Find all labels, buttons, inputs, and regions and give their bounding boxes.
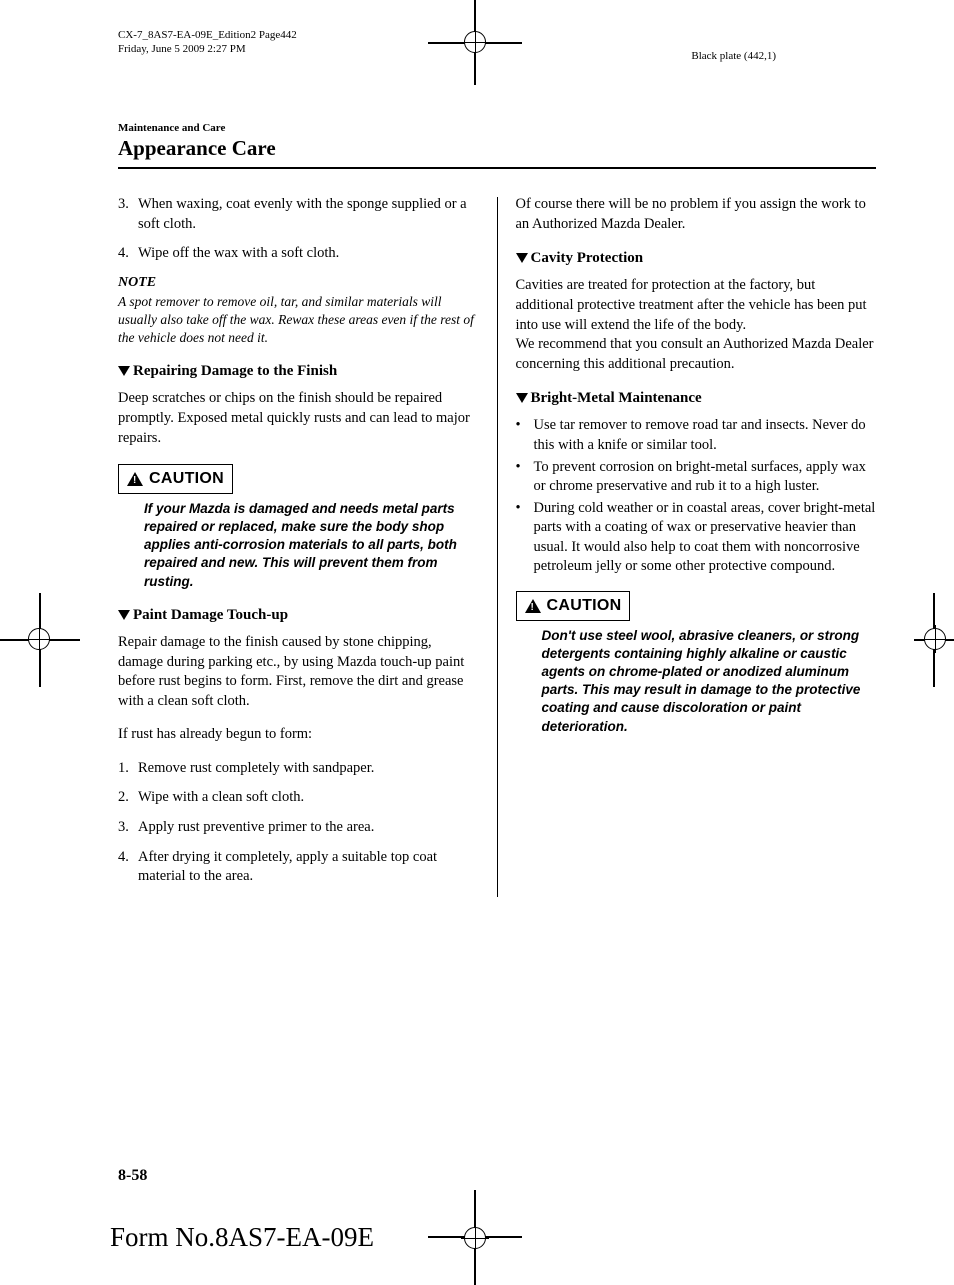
paragraph: Repair damage to the finish caused by st… [118, 633, 479, 711]
list-text: Wipe with a clean soft cloth. [138, 788, 479, 808]
list-text: When waxing, coat evenly with the sponge… [138, 195, 479, 234]
registration-mark-right [924, 628, 946, 650]
page-frame: Maintenance and Care Appearance Care 3. … [80, 74, 914, 1207]
triangle-bullet-icon [516, 393, 528, 403]
subheading-text: Bright-Metal Maintenance [531, 388, 702, 408]
subheading-text: Paint Damage Touch-up [133, 605, 288, 625]
subheading-text: Cavity Protection [531, 248, 644, 268]
warning-icon [127, 472, 143, 486]
subheading-touchup: Paint Damage Touch-up [118, 605, 479, 625]
registration-mark-left [28, 628, 50, 650]
paragraph: If rust has already begun to form: [118, 725, 479, 745]
paragraph: Deep scratches or chips on the finish sh… [118, 389, 479, 448]
right-column: Of course there will be no problem if yo… [498, 195, 877, 897]
paragraph: Cavities are treated for protection at t… [516, 276, 877, 335]
left-column: 3. When waxing, coat evenly with the spo… [118, 195, 497, 897]
bullet: • [516, 458, 534, 497]
bullet-text: To prevent corrosion on bright-metal sur… [534, 458, 877, 497]
list-text: Wipe off the wax with a soft cloth. [138, 244, 479, 264]
subheading-cavity: Cavity Protection [516, 248, 877, 268]
list-number: 4. [118, 244, 138, 264]
list-number: 2. [118, 788, 138, 808]
section-category: Maintenance and Care [118, 122, 876, 134]
print-meta: CX-7_8AS7-EA-09E_Edition2 Page442 Friday… [118, 28, 297, 57]
triangle-bullet-icon [118, 610, 130, 620]
form-number: Form No.8AS7-EA-09E [110, 1222, 374, 1253]
note-label: NOTE [118, 274, 479, 293]
bullet-text: During cold weather or in coastal areas,… [534, 499, 877, 577]
list-text: Remove rust completely with sandpaper. [138, 759, 479, 779]
bullet-text: Use tar remover to remove road tar and i… [534, 416, 877, 455]
bullet: • [516, 499, 534, 577]
page-number: 8-58 [118, 1167, 147, 1185]
caution-text: Don't use steel wool, abrasive cleaners,… [516, 627, 877, 736]
list-text: Apply rust preventive primer to the area… [138, 818, 479, 838]
caution-box: CAUTION [516, 591, 631, 621]
warning-icon [525, 599, 541, 613]
caution-box: CAUTION [118, 464, 233, 494]
content-columns: 3. When waxing, coat evenly with the spo… [118, 195, 876, 897]
paragraph: Of course there will be no problem if yo… [516, 195, 877, 234]
list-number: 1. [118, 759, 138, 779]
subheading-repairing: Repairing Damage to the Finish [118, 361, 479, 381]
caution-label: CAUTION [149, 468, 224, 490]
section-title: Appearance Care [118, 136, 876, 161]
list-number: 3. [118, 195, 138, 234]
section-header: Maintenance and Care Appearance Care [118, 122, 876, 169]
registration-mark-top [464, 31, 486, 53]
list-number: 4. [118, 848, 138, 887]
caution-label: CAUTION [547, 595, 622, 617]
bullet: • [516, 416, 534, 455]
list-number: 3. [118, 818, 138, 838]
subheading-text: Repairing Damage to the Finish [133, 361, 337, 381]
doc-date-line: Friday, June 5 2009 2:27 PM [118, 42, 297, 56]
paragraph: We recommend that you consult an Authori… [516, 335, 877, 374]
plate-label: Black plate (442,1) [691, 50, 776, 62]
triangle-bullet-icon [118, 366, 130, 376]
registration-mark-bottom [464, 1227, 486, 1249]
caution-text: If your Mazda is damaged and needs metal… [118, 500, 479, 591]
doc-id-line: CX-7_8AS7-EA-09E_Edition2 Page442 [118, 28, 297, 42]
subheading-bright-metal: Bright-Metal Maintenance [516, 388, 877, 408]
triangle-bullet-icon [516, 253, 528, 263]
note-body: A spot remover to remove oil, tar, and s… [118, 293, 479, 348]
list-text: After drying it completely, apply a suit… [138, 848, 479, 887]
